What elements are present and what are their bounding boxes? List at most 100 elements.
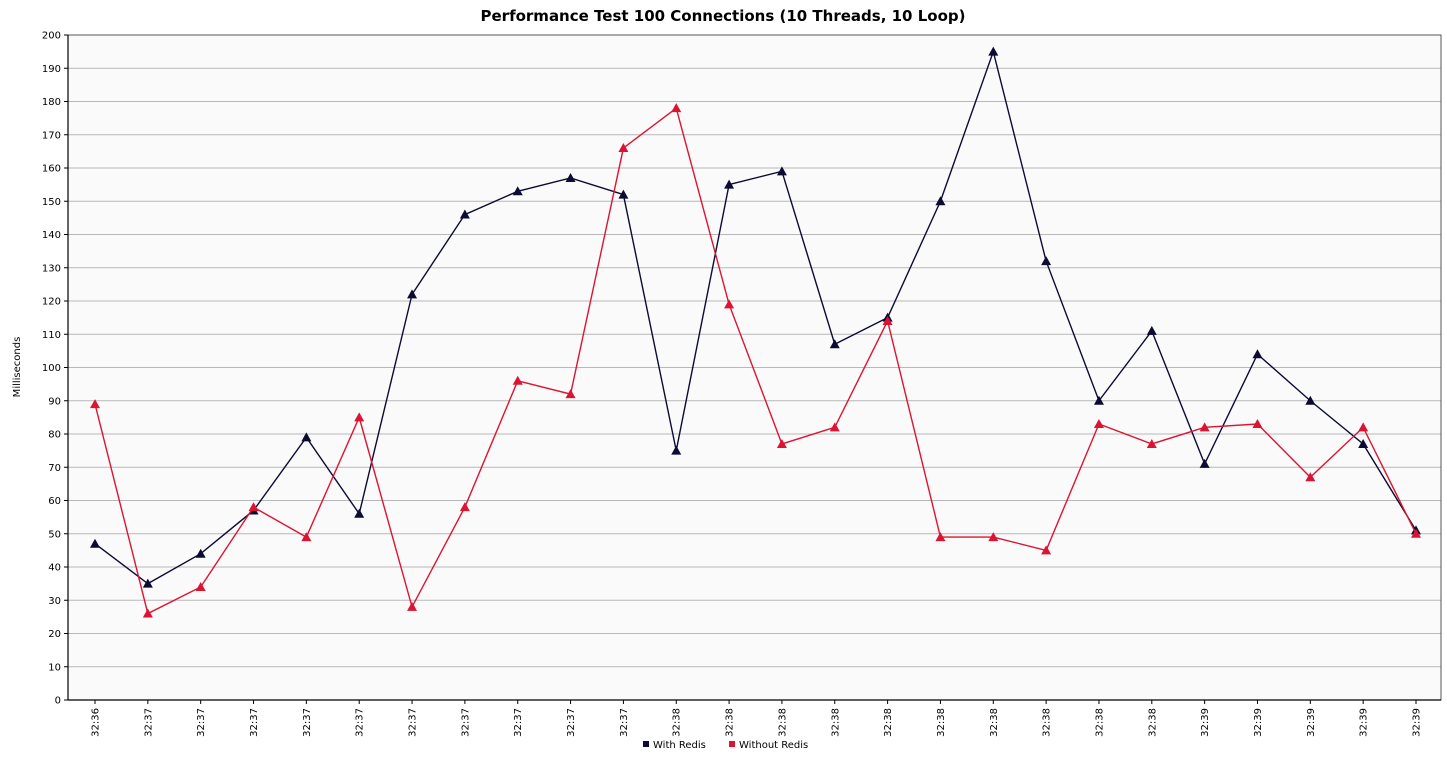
y-tick-label: 60: [48, 496, 61, 507]
y-tick-label: 110: [42, 330, 61, 341]
y-tick-label: 140: [42, 230, 61, 241]
data-point-without-redis: [1252, 419, 1263, 429]
data-point-without-redis: [1411, 528, 1421, 538]
data-point-without-redis: [565, 389, 576, 399]
y-tick-label: 170: [42, 130, 61, 141]
y-tick-label: 180: [42, 97, 61, 108]
data-point-with-redis: [354, 508, 365, 518]
x-tick-label: 32:37: [408, 708, 419, 737]
data-point-with-redis: [1199, 458, 1210, 468]
y-tick-label: 130: [42, 263, 61, 274]
x-tick-label: 32:39: [1359, 708, 1370, 737]
y-tick-label: 30: [48, 596, 61, 607]
x-tick-label: 32:38: [1147, 708, 1158, 737]
data-point-with-redis: [90, 538, 100, 548]
data-point-with-redis: [724, 179, 735, 189]
data-point-without-redis: [142, 608, 153, 618]
data-point-with-redis: [459, 209, 470, 219]
legend-swatch-with-redis: [643, 741, 649, 747]
y-tick-label: 40: [48, 563, 61, 574]
x-tick-label: 32:37: [143, 708, 154, 737]
x-tick-label: 32:39: [1253, 708, 1264, 737]
x-tick-label: 32:39: [1306, 708, 1317, 737]
data-point-with-redis: [829, 339, 840, 349]
series-line-without-redis: [94, 106, 1417, 615]
y-tick-label: 80: [48, 430, 61, 441]
y-tick-label: 50: [48, 529, 61, 540]
data-point-with-redis: [1252, 349, 1263, 359]
x-tick-label: 32:37: [249, 708, 260, 737]
y-tick-label: 120: [42, 297, 61, 308]
data-point-without-redis: [671, 103, 682, 113]
x-tick-label: 32:37: [355, 708, 366, 737]
data-point-without-redis: [354, 412, 365, 422]
data-point-without-redis: [195, 581, 206, 591]
data-point-without-redis: [459, 502, 470, 512]
y-tick-label: 70: [48, 463, 61, 474]
x-tick-label: 32:37: [513, 708, 524, 737]
data-point-without-redis: [829, 422, 840, 432]
y-tick-label: 100: [42, 363, 61, 374]
x-tick-label: 32:39: [1412, 708, 1423, 737]
data-point-with-redis: [776, 166, 787, 176]
data-point-without-redis: [1041, 545, 1052, 555]
y-tick-label: 150: [42, 197, 61, 208]
y-tick-label: 200: [42, 31, 61, 42]
x-tick-label: 32:38: [883, 708, 894, 737]
data-point-without-redis: [1358, 422, 1369, 432]
data-point-with-redis: [1041, 256, 1052, 266]
x-tick-label: 32:37: [619, 708, 630, 737]
series-without-redis: [90, 103, 1421, 618]
x-tick-label: 32:38: [1042, 708, 1053, 737]
data-point-without-redis: [618, 143, 629, 153]
series-line-with-redis: [94, 49, 1417, 585]
data-point-without-redis: [724, 299, 735, 309]
x-tick-label: 32:37: [566, 708, 577, 737]
y-tick-label: 90: [48, 396, 61, 407]
x-tick-label: 32:38: [936, 708, 947, 737]
data-point-without-redis: [248, 502, 259, 512]
y-tick-label: 10: [48, 662, 61, 673]
series-with-redis: [90, 46, 1421, 588]
legend-label-with-redis: With Redis: [653, 740, 706, 751]
data-point-with-redis: [618, 189, 629, 199]
x-tick-label: 32:38: [830, 708, 841, 737]
data-point-without-redis: [90, 399, 100, 409]
data-point-without-redis: [1305, 472, 1316, 482]
data-point-without-redis: [407, 601, 418, 611]
y-axis-label: Milliseconds: [12, 337, 23, 398]
y-tick-label: 20: [48, 629, 61, 640]
data-point-with-redis: [512, 186, 523, 196]
data-point-with-redis: [195, 548, 206, 558]
x-tick-label: 32:38: [989, 708, 1000, 737]
data-point-without-redis: [776, 438, 787, 448]
data-point-without-redis: [1146, 438, 1157, 448]
data-point-with-redis: [407, 289, 418, 299]
data-point-without-redis: [935, 532, 946, 542]
data-point-with-redis: [988, 46, 999, 56]
x-tick-label: 32:39: [1200, 708, 1211, 737]
x-tick-label: 32:37: [460, 708, 471, 737]
legend-label-without-redis: Without Redis: [739, 740, 808, 751]
y-tick-label: 160: [42, 164, 61, 175]
data-point-with-redis: [1305, 395, 1316, 405]
y-tick-label: 190: [42, 64, 61, 75]
y-tick-label: 0: [55, 696, 61, 707]
data-point-with-redis: [565, 172, 576, 182]
data-point-with-redis: [1358, 438, 1369, 448]
x-tick-label: 32:36: [91, 708, 102, 737]
x-tick-label: 32:37: [302, 708, 313, 737]
data-point-without-redis: [301, 532, 312, 542]
data-point-without-redis: [1199, 422, 1210, 432]
data-point-with-redis: [142, 578, 153, 588]
legend: With Redis Without Redis: [643, 740, 808, 751]
data-point-without-redis: [1093, 419, 1104, 429]
x-tick-label: 32:38: [672, 708, 683, 737]
x-tick-label: 32:38: [777, 708, 788, 737]
x-tick-label: 32:38: [1094, 708, 1105, 737]
data-point-with-redis: [671, 445, 682, 455]
data-point-with-redis: [1146, 325, 1157, 335]
data-point-with-redis: [1093, 395, 1104, 405]
